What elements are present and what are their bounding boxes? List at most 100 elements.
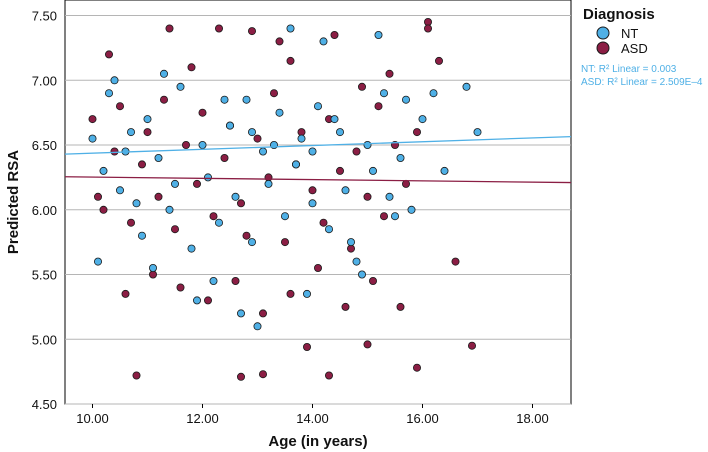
point-nt <box>88 134 97 143</box>
point-asd <box>236 372 245 381</box>
point-nt <box>385 192 394 201</box>
point-asd <box>330 30 339 39</box>
x-tick-label: 14.00 <box>296 411 329 426</box>
point-asd <box>269 89 278 98</box>
point-nt <box>473 128 482 137</box>
point-asd <box>94 192 103 201</box>
data-points <box>88 17 482 381</box>
x-axis-ticks: 10.00 12.00 14.00 16.00 18.00 <box>76 404 549 426</box>
point-asd <box>412 363 421 372</box>
x-tick-label: 10.00 <box>76 411 109 426</box>
point-nt <box>132 199 141 208</box>
point-asd <box>253 134 262 143</box>
point-asd <box>99 205 108 214</box>
point-nt <box>440 166 449 175</box>
point-nt <box>302 289 311 298</box>
point-nt <box>308 147 317 156</box>
point-asd <box>209 212 218 221</box>
legend: Diagnosis NT ASD NT: R² Linear = 0.003 A… <box>581 6 703 88</box>
point-asd <box>379 212 388 221</box>
legend-label-nt: NT <box>621 26 638 41</box>
point-asd <box>341 302 350 311</box>
point-nt <box>170 179 179 188</box>
point-asd <box>187 63 196 72</box>
fit-label-asd: ASD: R² Linear = 2.509E–4 <box>581 77 703 88</box>
point-nt <box>401 95 410 104</box>
x-axis-title: Age (in years) <box>268 433 367 450</box>
point-nt <box>379 89 388 98</box>
legend-marker-nt <box>596 26 610 40</box>
point-asd <box>214 24 223 33</box>
point-asd <box>308 186 317 195</box>
point-nt <box>214 218 223 227</box>
x-tick-label: 12.00 <box>186 411 219 426</box>
point-asd <box>137 160 146 169</box>
point-asd <box>192 179 201 188</box>
y-axis-ticks: 4.50 5.00 5.50 6.00 6.50 7.00 7.50 <box>32 9 57 412</box>
point-asd <box>258 309 267 318</box>
point-asd <box>319 218 328 227</box>
point-asd <box>258 370 267 379</box>
point-nt <box>264 179 273 188</box>
y-tick-label: 6.00 <box>32 203 57 218</box>
point-asd <box>88 115 97 124</box>
point-nt <box>220 95 229 104</box>
point-nt <box>137 231 146 240</box>
point-asd <box>220 153 229 162</box>
point-nt <box>280 212 289 221</box>
point-asd <box>374 102 383 111</box>
point-asd <box>357 82 366 91</box>
point-nt <box>313 102 322 111</box>
point-asd <box>105 50 114 59</box>
point-asd <box>127 218 136 227</box>
point-asd <box>143 128 152 137</box>
point-nt <box>209 276 218 285</box>
point-asd <box>467 341 476 350</box>
point-asd <box>363 340 372 349</box>
point-nt <box>198 140 207 149</box>
point-nt <box>247 238 256 247</box>
point-asd <box>412 128 421 137</box>
point-asd <box>280 238 289 247</box>
point-nt <box>247 128 256 137</box>
legend-label-asd: ASD <box>621 41 648 56</box>
point-nt <box>203 173 212 182</box>
y-axis-title: Predicted RSA <box>5 150 22 254</box>
point-nt <box>94 257 103 266</box>
point-asd <box>198 108 207 117</box>
point-nt <box>324 225 333 234</box>
point-asd <box>396 302 405 311</box>
point-asd <box>181 140 190 149</box>
point-asd <box>302 342 311 351</box>
y-tick-label: 7.50 <box>32 9 57 24</box>
point-nt <box>242 95 251 104</box>
point-asd <box>363 192 372 201</box>
point-asd <box>121 289 130 298</box>
point-asd <box>286 56 295 65</box>
point-nt <box>159 69 168 78</box>
point-nt <box>418 115 427 124</box>
point-nt <box>99 166 108 175</box>
point-asd <box>176 283 185 292</box>
y-tick-label: 5.50 <box>32 268 57 283</box>
point-nt <box>176 82 185 91</box>
point-asd <box>275 37 284 46</box>
point-nt <box>357 270 366 279</box>
y-tick-label: 4.50 <box>32 397 57 412</box>
point-nt <box>363 140 372 149</box>
point-asd <box>203 296 212 305</box>
point-asd <box>165 24 174 33</box>
fit-label-nt: NT: R² Linear = 0.003 <box>581 64 677 75</box>
point-asd <box>236 199 245 208</box>
point-nt <box>286 24 295 33</box>
point-nt <box>429 89 438 98</box>
point-nt <box>390 212 399 221</box>
point-nt <box>291 160 300 169</box>
point-asd <box>116 102 125 111</box>
point-nt <box>297 134 306 143</box>
point-nt <box>192 296 201 305</box>
point-asd <box>385 69 394 78</box>
point-nt <box>154 153 163 162</box>
point-asd <box>313 263 322 272</box>
